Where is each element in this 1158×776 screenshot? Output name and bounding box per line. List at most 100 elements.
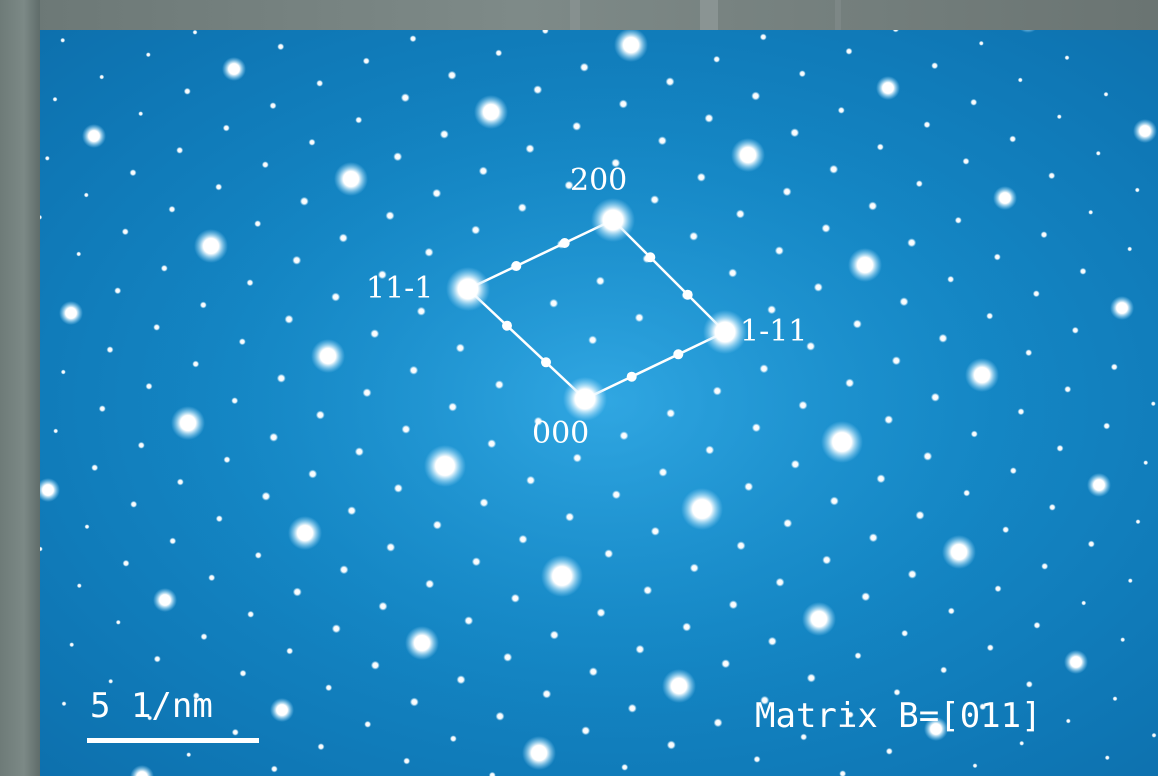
faint-spot — [439, 129, 449, 139]
bright-spot — [522, 736, 556, 770]
faint-spot — [378, 601, 388, 611]
faint-spot — [1019, 740, 1025, 746]
edge-spot — [626, 371, 637, 382]
edge-200-to-1-11 — [612, 219, 726, 333]
faint-spot — [308, 469, 318, 479]
faint-spot — [160, 264, 168, 272]
faint-spot — [317, 743, 325, 751]
faint-spot — [972, 763, 978, 769]
faint-spot — [1017, 408, 1025, 416]
faint-spot — [192, 360, 200, 368]
faint-spot — [579, 62, 589, 72]
faint-spot — [192, 692, 200, 700]
bright-spot — [171, 406, 205, 440]
faint-spot — [650, 526, 660, 536]
bright-spot — [802, 602, 836, 636]
bright-spot — [924, 717, 948, 741]
faint-spot — [806, 673, 816, 683]
faint-spot — [798, 400, 808, 410]
faint-spot — [269, 432, 279, 442]
faint-spot — [1065, 718, 1071, 724]
faint-spot — [1103, 91, 1109, 97]
faint-spot — [270, 765, 278, 773]
faint-spot — [682, 622, 692, 632]
faint-spot — [1087, 540, 1095, 548]
bright-spot — [848, 248, 882, 282]
faint-spot — [1017, 77, 1023, 83]
faint-spot — [893, 688, 901, 696]
faint-spot — [393, 152, 403, 162]
faint-spot — [658, 467, 668, 477]
faint-spot — [409, 35, 417, 43]
faint-spot — [744, 482, 754, 492]
bright-spot — [270, 698, 294, 722]
bright-spot — [1133, 119, 1157, 143]
faint-spot — [510, 593, 520, 603]
faint-spot — [993, 253, 1001, 261]
faint-spot — [618, 99, 628, 109]
faint-spot — [1127, 578, 1133, 584]
edge-11-1-to-000 — [467, 288, 586, 400]
faint-spot — [432, 520, 442, 530]
faint-spot — [735, 209, 745, 219]
faint-spot — [479, 498, 489, 508]
bright-spot — [153, 588, 177, 612]
faint-spot — [292, 587, 302, 597]
faint-spot — [292, 255, 302, 265]
faint-spot — [115, 619, 121, 625]
faint-spot — [362, 388, 372, 398]
faint-spot — [76, 251, 82, 257]
faint-spot — [129, 169, 137, 177]
faint-spot — [533, 416, 543, 426]
faint-spot — [845, 47, 853, 55]
faint-spot — [572, 453, 582, 463]
faint-spot — [223, 456, 231, 464]
faint-spot — [549, 630, 559, 640]
faint-spot — [478, 166, 488, 176]
faint-spot — [231, 728, 239, 736]
faint-spot — [370, 329, 380, 339]
scale-bar-label: 5 1/nm — [90, 686, 213, 726]
faint-spot — [915, 180, 923, 188]
faint-spot — [238, 338, 246, 346]
faint-spot — [1135, 519, 1141, 525]
faint-spot — [52, 96, 58, 102]
faint-spot — [572, 121, 582, 131]
faint-spot — [753, 755, 761, 763]
faint-spot — [666, 740, 676, 750]
faint-spot — [713, 55, 721, 63]
faint-spot — [1009, 135, 1017, 143]
faint-spot — [822, 555, 832, 565]
faint-spot — [775, 577, 785, 587]
edge-spot — [502, 320, 512, 331]
faint-spot — [487, 439, 497, 449]
faint-spot — [892, 30, 900, 33]
faint-spot — [471, 225, 481, 235]
faint-spot — [84, 524, 90, 530]
bright-spot — [731, 138, 765, 172]
faint-spot — [183, 87, 191, 95]
faint-spot — [876, 143, 884, 151]
label-000: 000 — [532, 416, 589, 451]
faint-spot — [621, 763, 629, 771]
faint-spot — [525, 144, 535, 154]
faint-spot — [448, 402, 458, 412]
faint-spot — [923, 451, 933, 461]
faint-spot — [347, 506, 357, 516]
faint-spot — [854, 652, 862, 660]
faint-spot — [425, 579, 435, 589]
faint-spot — [721, 659, 731, 669]
spot-200 — [591, 198, 635, 242]
bright-spot — [288, 516, 322, 550]
faint-spot — [130, 500, 138, 508]
faint-spot — [954, 216, 962, 224]
faint-spot — [666, 408, 676, 418]
bright-spot — [194, 229, 228, 263]
faint-spot — [940, 666, 948, 674]
faint-spot — [400, 93, 410, 103]
faint-spot — [884, 415, 894, 425]
faint-spot — [91, 464, 99, 472]
faint-spot — [215, 183, 223, 191]
faint-spot — [1127, 246, 1133, 252]
bright-spot — [614, 30, 648, 62]
